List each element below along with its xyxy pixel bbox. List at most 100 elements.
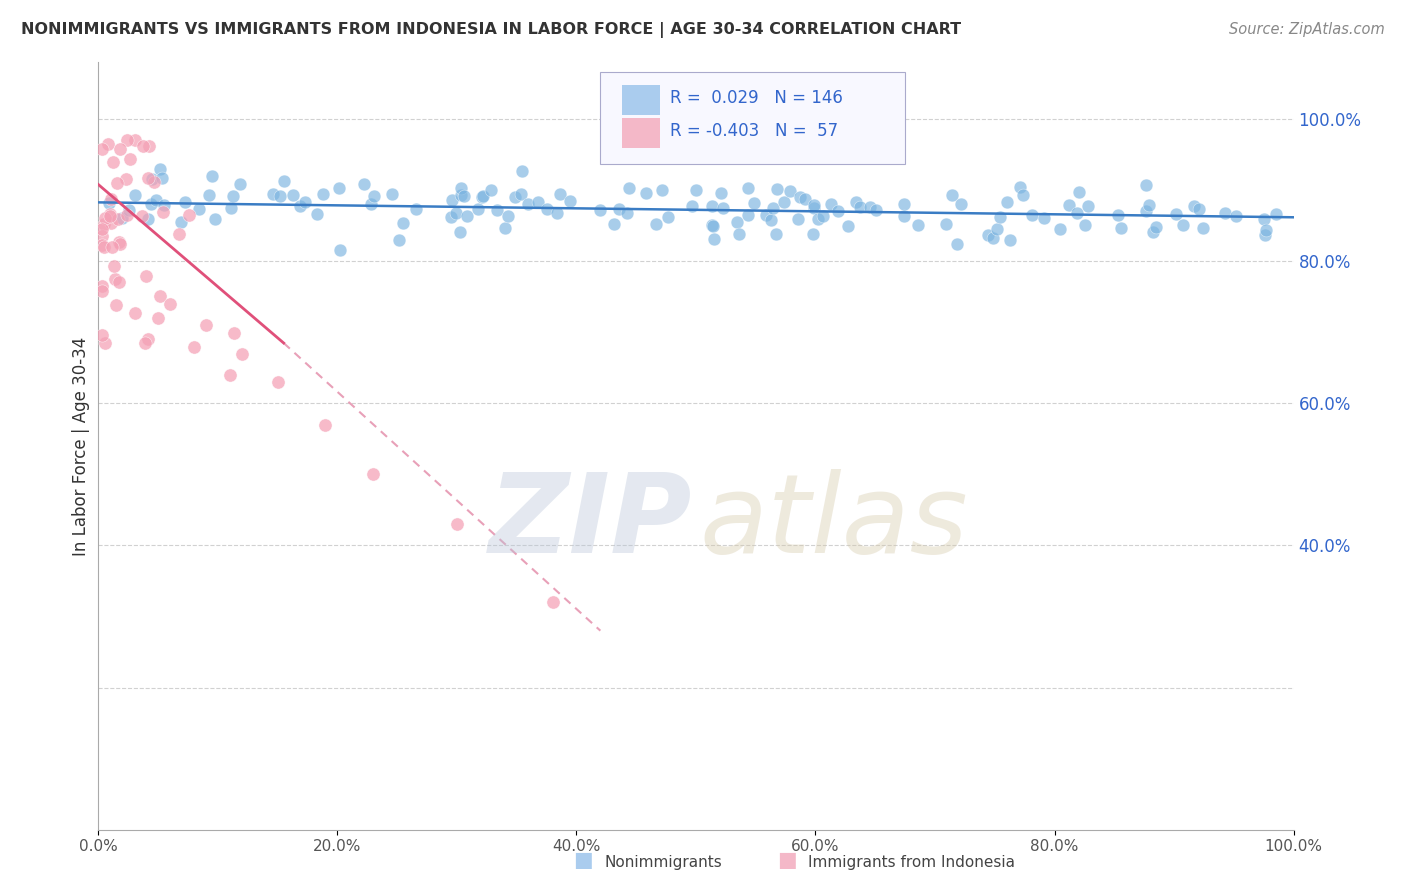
Point xyxy=(93,217,115,231)
Point xyxy=(169,215,191,229)
Point xyxy=(807,212,830,227)
Point xyxy=(187,202,209,216)
Point xyxy=(91,238,114,252)
Point xyxy=(388,233,411,247)
Point xyxy=(467,202,489,217)
Point xyxy=(681,199,703,213)
Point xyxy=(107,235,129,249)
Point xyxy=(485,202,508,217)
Point xyxy=(702,199,724,213)
Point xyxy=(789,189,811,203)
Point xyxy=(363,189,385,203)
Point xyxy=(1135,178,1157,193)
Point xyxy=(548,187,571,202)
Point xyxy=(1021,209,1043,223)
Point xyxy=(221,189,243,203)
Point xyxy=(283,187,305,202)
Point xyxy=(148,311,170,326)
Point xyxy=(183,340,205,354)
Point xyxy=(150,170,173,185)
FancyBboxPatch shape xyxy=(621,119,661,148)
Point xyxy=(779,184,801,198)
Point xyxy=(108,142,131,156)
Point xyxy=(139,196,162,211)
Point xyxy=(786,211,808,226)
Point xyxy=(138,138,160,153)
Point xyxy=(153,198,176,212)
Point xyxy=(204,211,226,226)
Point xyxy=(136,332,159,346)
Point xyxy=(1011,188,1033,202)
Point xyxy=(98,209,121,223)
Point xyxy=(115,208,138,222)
Point xyxy=(450,180,472,194)
Point xyxy=(510,164,533,178)
Point xyxy=(391,216,413,230)
Point xyxy=(174,194,197,209)
Point xyxy=(827,204,849,219)
Point xyxy=(977,228,1000,243)
Point xyxy=(1067,185,1090,199)
Point xyxy=(1254,223,1277,237)
Point xyxy=(803,201,825,215)
Text: ZIP: ZIP xyxy=(489,469,692,576)
Point xyxy=(986,221,1008,235)
Point xyxy=(453,189,475,203)
Point xyxy=(360,197,382,211)
Point xyxy=(124,133,146,147)
Point xyxy=(198,188,221,202)
Point xyxy=(546,205,568,219)
Point xyxy=(617,181,640,195)
Point xyxy=(935,217,957,231)
Point xyxy=(91,328,114,343)
Point xyxy=(685,183,707,197)
Point xyxy=(541,595,564,609)
Point xyxy=(893,197,915,211)
Point xyxy=(710,186,733,201)
Point xyxy=(267,375,290,389)
Text: R = -0.403   N =  57: R = -0.403 N = 57 xyxy=(669,122,838,140)
Point xyxy=(1254,227,1277,242)
Point xyxy=(859,200,882,214)
Point xyxy=(222,326,245,340)
Point xyxy=(290,199,312,213)
Point xyxy=(727,215,749,229)
Point xyxy=(105,176,128,190)
Point xyxy=(120,153,142,167)
Point xyxy=(1213,206,1236,220)
Point xyxy=(100,192,122,206)
Point xyxy=(1107,208,1129,222)
Point xyxy=(101,155,124,169)
Point xyxy=(111,211,134,225)
Point xyxy=(496,209,519,223)
Point xyxy=(440,194,463,208)
Point xyxy=(1057,198,1080,212)
Point xyxy=(138,212,160,227)
Point xyxy=(907,218,929,232)
Point xyxy=(94,211,117,225)
Point xyxy=(91,279,114,293)
Point xyxy=(1144,219,1167,234)
Point xyxy=(456,209,478,223)
Point xyxy=(727,227,749,241)
Point xyxy=(811,209,834,223)
Point xyxy=(1135,203,1157,218)
Point xyxy=(1074,218,1097,232)
Point xyxy=(773,194,796,209)
Point xyxy=(527,195,550,210)
Point xyxy=(845,194,868,209)
Point xyxy=(363,467,385,482)
Point xyxy=(444,206,467,220)
Point xyxy=(104,272,127,286)
Point xyxy=(1137,198,1160,212)
Point xyxy=(1171,218,1194,232)
Point xyxy=(446,517,468,532)
Point xyxy=(1109,221,1132,235)
Point xyxy=(1188,202,1211,216)
Point xyxy=(946,236,969,251)
Point xyxy=(315,417,337,432)
Point xyxy=(91,222,114,236)
Point xyxy=(91,284,114,298)
Point xyxy=(177,208,200,222)
Point xyxy=(440,210,463,224)
